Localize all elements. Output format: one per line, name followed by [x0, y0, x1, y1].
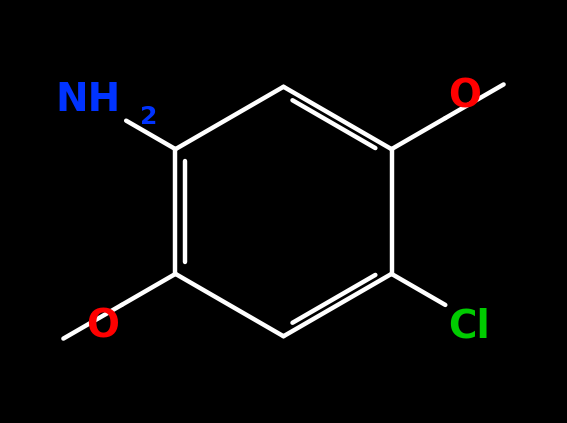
Text: NH: NH [55, 80, 120, 118]
Text: 2: 2 [140, 105, 158, 129]
Text: Cl: Cl [448, 307, 490, 345]
Text: O: O [448, 78, 481, 116]
Text: O: O [86, 307, 119, 345]
